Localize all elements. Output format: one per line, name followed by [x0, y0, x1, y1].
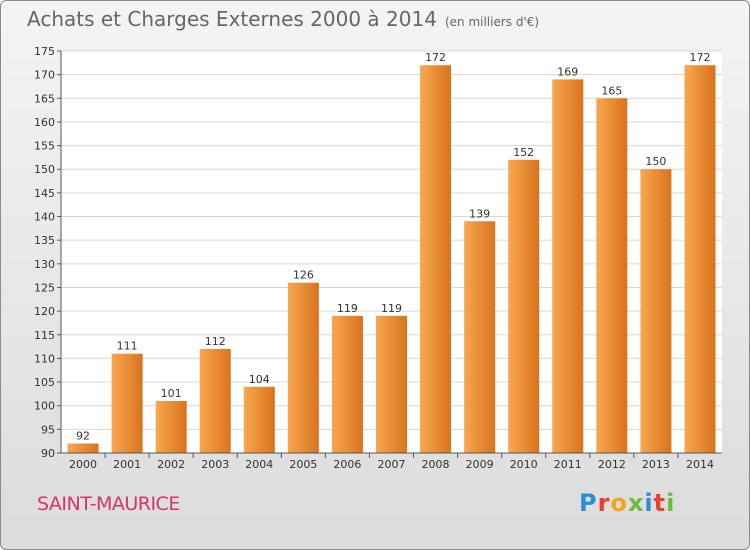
- y-tick-label: 120: [34, 305, 55, 318]
- bar-value-label: 101: [161, 387, 182, 400]
- bar-2005: [287, 282, 319, 453]
- logo-letter: r: [597, 489, 611, 517]
- y-tick-label: 100: [34, 400, 55, 413]
- x-tick-label: 2005: [289, 458, 317, 471]
- bar-2012: [596, 98, 628, 453]
- y-tick-label: 170: [34, 69, 55, 82]
- logo-letter: t: [653, 489, 667, 517]
- y-tick-label: 160: [34, 116, 55, 129]
- x-tick-label: 2000: [69, 458, 97, 471]
- y-tick-label: 145: [34, 187, 55, 200]
- x-tick-label: 2011: [554, 458, 582, 471]
- bars: 92 111 101 112 104 126 119 119 172 139 152 169 165 15…: [67, 51, 716, 454]
- chart-title-text: Achats et Charges Externes 2000 à 2014: [27, 7, 437, 31]
- bar-2007: [376, 315, 407, 453]
- bar-2013: [640, 169, 672, 453]
- bar-value-label: 152: [513, 146, 534, 159]
- y-tick-label: 130: [34, 258, 55, 271]
- logo-letter: i: [666, 489, 676, 517]
- bar-2003: [199, 348, 231, 453]
- y-tick-label: 140: [34, 211, 55, 224]
- bar-value-label: 112: [205, 335, 226, 348]
- y-tick-label: 105: [34, 376, 55, 389]
- x-tick-label: 2003: [201, 458, 229, 471]
- x-axis: 2000 2001 2002 2003 2004 2005 2006 2007 2008 2009…: [61, 452, 722, 471]
- bar-value-label: 139: [469, 207, 490, 220]
- bar-value-label: 169: [557, 65, 578, 78]
- chart-subtitle: (en milliers d'€): [444, 15, 540, 29]
- y-tick-label: 135: [34, 234, 55, 247]
- logo-letter: o: [610, 489, 628, 517]
- bar-value-label: 126: [293, 269, 314, 282]
- x-tick-label: 2004: [245, 458, 273, 471]
- y-tick-label: 165: [34, 92, 55, 105]
- bar-value-label: 165: [601, 84, 622, 97]
- x-tick-label: 2012: [598, 458, 626, 471]
- y-axis: 90 95 100 105 110 115 120 125 130 135 140 145 150 155…: [34, 45, 62, 460]
- x-tick-label: 2007: [378, 458, 406, 471]
- proxiti-logo[interactable]: Proxiti: [579, 489, 675, 517]
- bar-2000: [67, 443, 99, 453]
- y-tick-label: 125: [34, 281, 55, 294]
- y-tick-label: 155: [34, 140, 55, 153]
- town-name: SAINT-MAURICE: [37, 493, 180, 515]
- chart-title: Achats et Charges Externes 2000 à 2014 (e…: [27, 7, 539, 31]
- x-tick-label: 2002: [157, 458, 185, 471]
- x-tick-label: 2009: [466, 458, 494, 471]
- x-tick-label: 2006: [333, 458, 361, 471]
- y-tick-label: 90: [41, 447, 55, 460]
- logo-letter: P: [579, 489, 598, 517]
- bar-value-label: 104: [249, 373, 270, 386]
- x-tick-label: 2013: [642, 458, 670, 471]
- bar-2009: [464, 221, 496, 453]
- bar-2004: [243, 386, 275, 453]
- bar-2011: [552, 79, 584, 454]
- bar-value-label: 119: [337, 302, 358, 315]
- y-tick-label: 95: [41, 423, 55, 436]
- logo-letter: x: [627, 489, 645, 517]
- bar-2006: [331, 315, 363, 453]
- x-tick-label: 2014: [686, 458, 714, 471]
- y-tick-label: 175: [34, 45, 55, 58]
- y-tick-label: 150: [34, 163, 55, 176]
- y-tick-label: 110: [34, 352, 55, 365]
- x-tick-label: 2010: [510, 458, 538, 471]
- bar-2008: [420, 65, 452, 453]
- y-tick-label: 115: [34, 329, 55, 342]
- bar-value-label: 172: [689, 51, 710, 64]
- bar-2001: [111, 353, 143, 453]
- bar-2014: [684, 65, 716, 453]
- bar-value-label: 111: [117, 340, 138, 353]
- bar-2010: [508, 159, 540, 453]
- bar-value-label: 150: [645, 155, 666, 168]
- x-tick-label: 2001: [113, 458, 141, 471]
- bar-value-label: 172: [425, 51, 446, 64]
- logo-letter: i: [644, 489, 654, 517]
- bar-value-label: 119: [381, 302, 402, 315]
- bar-value-label: 92: [76, 430, 90, 443]
- x-tick-label: 2008: [422, 458, 450, 471]
- bar-2002: [155, 400, 187, 453]
